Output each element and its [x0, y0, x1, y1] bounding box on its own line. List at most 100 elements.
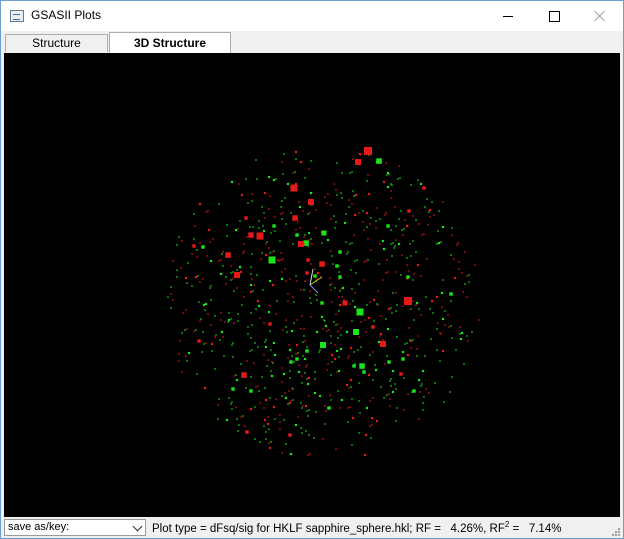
- reflection-marker: [201, 351, 203, 353]
- save-as-key-select[interactable]: save as/key:: [4, 519, 146, 536]
- reflection-marker: [348, 206, 350, 208]
- reflection-marker: [386, 259, 388, 261]
- reflection-marker: [341, 286, 345, 290]
- reflection-marker: [366, 180, 368, 182]
- reflection-marker: [206, 255, 208, 257]
- reflection-marker: [352, 364, 356, 368]
- reflection-marker-strong: [356, 308, 364, 316]
- reflection-marker: [402, 305, 404, 307]
- reflection-marker: [198, 301, 200, 303]
- reflection-marker: [316, 271, 320, 275]
- reflection-marker: [193, 213, 195, 215]
- reflection-marker: [385, 318, 387, 320]
- reflection-marker: [263, 425, 265, 427]
- reflection-marker: [345, 383, 349, 387]
- title-bar[interactable]: GSASII Plots: [1, 1, 623, 31]
- reflection-marker: [268, 247, 270, 249]
- reflection-marker: [228, 312, 230, 314]
- reflection-marker: [352, 158, 354, 160]
- reflection-marker: [319, 261, 325, 267]
- reflection-marker: [415, 301, 419, 305]
- reflection-marker: [417, 378, 421, 382]
- reflection-marker: [243, 243, 245, 245]
- reflection-marker: [284, 268, 286, 270]
- reflection-marker: [337, 323, 339, 325]
- reflection-sphere-canvas[interactable]: [4, 53, 620, 517]
- reflection-marker: [371, 424, 373, 426]
- reflection-marker: [178, 236, 180, 238]
- reflection-marker: [230, 403, 232, 405]
- reflection-marker: [315, 294, 317, 296]
- resize-grip-icon[interactable]: [611, 527, 621, 537]
- reflection-marker: [307, 376, 311, 380]
- reflection-marker: [351, 171, 353, 173]
- reflection-marker: [362, 221, 364, 223]
- tab-structure-factors[interactable]: Structure Factors: [5, 34, 108, 67]
- reflection-marker-strong: [355, 159, 361, 165]
- reflection-marker: [351, 416, 355, 420]
- reflection-marker: [269, 397, 271, 399]
- reflection-marker: [257, 304, 261, 308]
- reflection-marker: [296, 319, 298, 321]
- reflection-marker: [250, 273, 252, 275]
- reflection-marker: [263, 407, 265, 409]
- reflection-marker: [376, 207, 378, 209]
- reflection-marker: [324, 196, 326, 198]
- reflection-marker: [194, 275, 198, 279]
- reflection-marker: [335, 264, 339, 268]
- reflection-marker: [451, 234, 453, 236]
- reflection-marker: [204, 302, 208, 306]
- reflection-marker: [439, 332, 441, 334]
- reflection-marker: [337, 337, 339, 339]
- reflection-marker: [313, 437, 315, 439]
- reflection-marker: [300, 289, 302, 291]
- reflection-marker: [330, 218, 332, 220]
- reflection-marker: [220, 319, 222, 321]
- reflection-marker: [401, 350, 405, 354]
- maximize-button[interactable]: [531, 1, 577, 31]
- tab-3d-structure-factors[interactable]: 3D Structure Factors: [109, 32, 231, 71]
- reflection-marker: [222, 336, 224, 338]
- reflection-marker: [338, 303, 342, 307]
- minimize-button[interactable]: [485, 1, 531, 31]
- reflection-marker: [281, 395, 283, 397]
- reflection-marker: [268, 446, 272, 450]
- reflection-marker: [437, 230, 439, 232]
- reflection-marker: [172, 260, 174, 262]
- reflection-marker: [364, 319, 366, 321]
- reflection-marker: [461, 272, 463, 274]
- reflection-marker: [303, 236, 305, 238]
- reflection-marker: [296, 280, 298, 282]
- reflection-marker: [293, 301, 295, 303]
- reflection-marker: [261, 252, 263, 254]
- reflection-marker: [358, 382, 360, 384]
- reflection-marker: [442, 201, 444, 203]
- reflection-marker: [235, 378, 239, 382]
- plot-type-text: Plot type = dFsq/sig for HKLF sapphire_s…: [152, 522, 413, 535]
- reflection-marker: [449, 292, 453, 296]
- reflection-marker: [439, 360, 441, 362]
- reflection-marker: [395, 239, 397, 241]
- 3d-structure-factor-plot[interactable]: [4, 53, 620, 517]
- reflection-marker: [257, 346, 259, 348]
- reflection-marker: [191, 253, 193, 255]
- reflection-marker: [430, 338, 432, 340]
- reflection-marker: [330, 374, 332, 376]
- reflection-marker: [232, 278, 234, 280]
- reflection-marker: [447, 314, 449, 316]
- reflection-marker: [242, 252, 244, 254]
- reflection-marker: [365, 406, 369, 410]
- close-icon: [594, 10, 606, 22]
- reflection-marker: [340, 327, 342, 329]
- reflection-marker: [464, 283, 466, 285]
- reflection-marker: [394, 245, 396, 247]
- reflection-marker: [351, 398, 353, 400]
- reflection-marker: [181, 240, 183, 242]
- reflection-marker: [386, 327, 390, 331]
- close-button[interactable]: [577, 1, 623, 31]
- reflection-marker: [326, 330, 328, 332]
- reflection-marker: [226, 235, 228, 237]
- reflection-marker: [227, 318, 231, 322]
- reflection-marker: [318, 394, 322, 398]
- reflection-marker: [380, 386, 382, 388]
